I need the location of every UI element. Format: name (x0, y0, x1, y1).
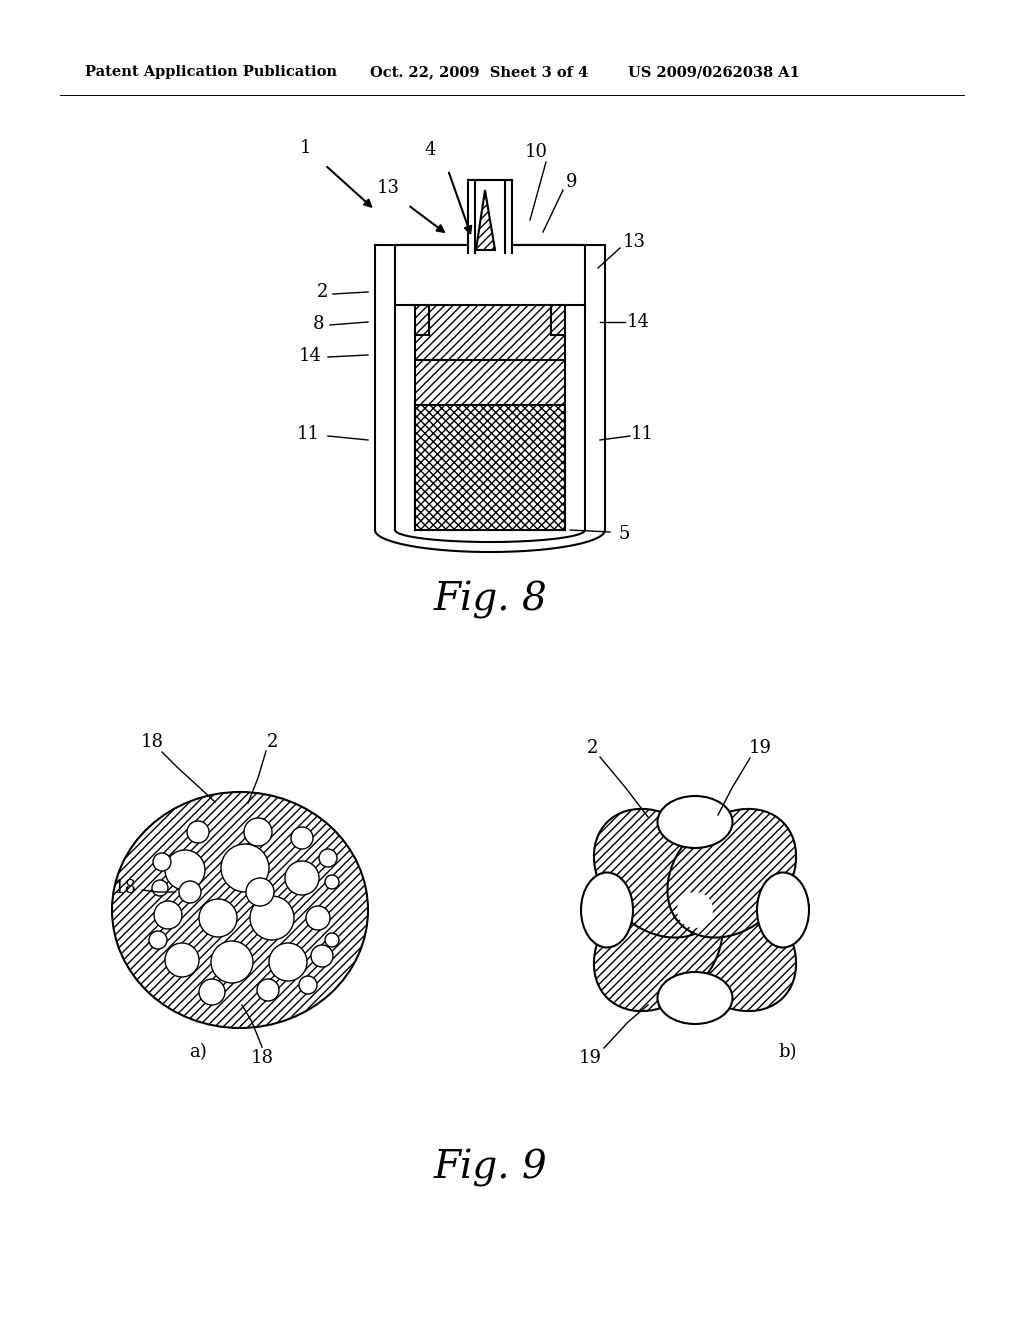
Circle shape (291, 828, 313, 849)
Circle shape (165, 942, 199, 977)
Text: 14: 14 (299, 347, 322, 366)
Text: 2: 2 (316, 282, 328, 301)
Text: 11: 11 (631, 425, 653, 444)
Circle shape (325, 933, 339, 946)
Ellipse shape (668, 809, 796, 937)
Text: 13: 13 (377, 180, 399, 197)
Circle shape (325, 875, 339, 888)
Text: 14: 14 (627, 313, 649, 331)
Text: 19: 19 (579, 1049, 601, 1067)
Text: 18: 18 (251, 1049, 273, 1067)
Ellipse shape (657, 972, 732, 1024)
Text: 19: 19 (749, 739, 771, 756)
Text: 9: 9 (566, 173, 578, 191)
Text: 2: 2 (266, 733, 278, 751)
Circle shape (199, 899, 237, 937)
Circle shape (319, 849, 337, 867)
Text: 8: 8 (312, 315, 324, 333)
Text: 18: 18 (140, 733, 164, 751)
Ellipse shape (757, 873, 809, 948)
Text: Fig. 9: Fig. 9 (433, 1148, 547, 1187)
Polygon shape (476, 190, 495, 249)
Text: Oct. 22, 2009  Sheet 3 of 4: Oct. 22, 2009 Sheet 3 of 4 (370, 65, 588, 79)
Circle shape (311, 945, 333, 968)
Circle shape (211, 941, 253, 983)
Circle shape (244, 818, 272, 846)
Text: 18: 18 (114, 879, 136, 898)
Text: 1: 1 (299, 139, 310, 157)
Circle shape (154, 902, 182, 929)
Circle shape (187, 821, 209, 843)
Circle shape (152, 880, 168, 896)
Text: 4: 4 (424, 141, 435, 158)
Circle shape (306, 906, 330, 931)
Circle shape (221, 843, 269, 892)
Text: 5: 5 (618, 525, 630, 543)
Circle shape (250, 896, 294, 940)
Text: Fig. 8: Fig. 8 (433, 581, 547, 619)
Circle shape (269, 942, 307, 981)
Bar (415, 405, 565, 531)
Bar (415, 305, 565, 531)
Circle shape (246, 878, 274, 906)
Circle shape (165, 850, 205, 890)
Text: a): a) (189, 1043, 207, 1061)
Ellipse shape (657, 796, 732, 847)
Text: 13: 13 (623, 234, 645, 251)
Circle shape (179, 880, 201, 903)
Text: 2: 2 (587, 739, 598, 756)
Text: US 2009/0262038 A1: US 2009/0262038 A1 (628, 65, 800, 79)
Ellipse shape (668, 883, 796, 1011)
Text: 10: 10 (524, 143, 548, 161)
Ellipse shape (112, 792, 368, 1028)
Text: Patent Application Publication: Patent Application Publication (85, 65, 337, 79)
Circle shape (285, 861, 319, 895)
Text: b): b) (778, 1043, 798, 1061)
Circle shape (257, 979, 279, 1001)
Text: 11: 11 (297, 425, 319, 444)
Circle shape (153, 853, 171, 871)
Circle shape (199, 979, 225, 1005)
Circle shape (150, 931, 167, 949)
Circle shape (299, 975, 317, 994)
Circle shape (677, 892, 713, 928)
Ellipse shape (594, 809, 723, 937)
Ellipse shape (594, 883, 723, 1011)
Ellipse shape (581, 873, 633, 948)
